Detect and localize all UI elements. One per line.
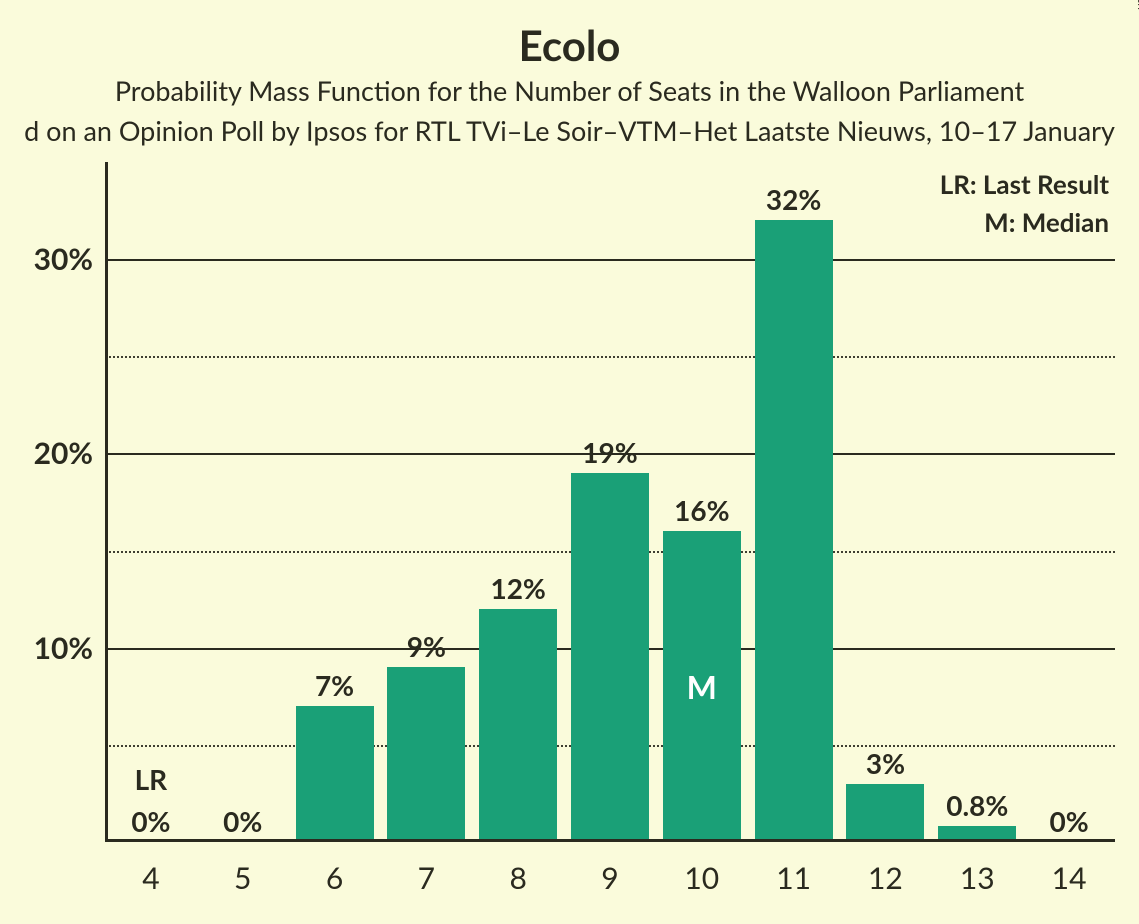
y-axis: [105, 162, 108, 842]
bar-value-label: 0%: [197, 804, 289, 838]
y-tick-label: 20%: [0, 435, 93, 471]
bar-value-label: 32%: [748, 182, 840, 216]
y-tick-label: 30%: [0, 241, 93, 277]
bar: [755, 220, 833, 842]
bar: [296, 706, 374, 842]
bar: [387, 667, 465, 842]
x-tick-label: 7: [380, 860, 472, 896]
x-tick-label: 9: [564, 860, 656, 896]
median-marker: M: [663, 667, 741, 706]
x-tick-label: 6: [289, 860, 381, 896]
bar: [479, 609, 557, 842]
bar-value-label: 9%: [380, 629, 472, 663]
x-tick-label: 14: [1023, 860, 1115, 896]
x-axis: [105, 839, 1115, 842]
x-tick-label: 5: [197, 860, 289, 896]
chart-stage: © 2018 Filip van Laenen Ecolo Probabilit…: [0, 0, 1139, 924]
bar-value-label: 0%: [105, 804, 197, 838]
x-tick-label: 10: [656, 860, 748, 896]
legend-lr: LR: Last Result: [940, 168, 1109, 200]
x-tick-label: 11: [748, 860, 840, 896]
bar-value-label: 19%: [564, 435, 656, 469]
gridline-major: [105, 259, 1115, 261]
bar: [846, 784, 924, 842]
bar-value-label: 16%: [656, 493, 748, 527]
gridline-minor: [105, 356, 1115, 358]
bar: [571, 473, 649, 842]
chart-title: Ecolo: [0, 20, 1139, 70]
y-tick-label: 10%: [0, 630, 93, 666]
bar-value-label: 0%: [1023, 804, 1115, 838]
bar-value-label: 12%: [472, 571, 564, 605]
bar-value-label: 7%: [289, 668, 381, 702]
chart-subtitle-2: d on an Opinion Poll by Ipsos for RTL TV…: [0, 114, 1139, 147]
x-tick-label: 4: [105, 860, 197, 896]
x-tick-label: 12: [840, 860, 932, 896]
x-tick-label: 8: [472, 860, 564, 896]
bar-value-label: 0.8%: [931, 788, 1023, 822]
x-tick-label: 13: [931, 860, 1023, 896]
legend-median: M: Median: [984, 206, 1109, 238]
chart-subtitle-1: Probability Mass Function for the Number…: [0, 74, 1139, 107]
bar-value-label: 3%: [840, 746, 932, 780]
last-result-marker: LR: [105, 762, 197, 796]
copyright-text: © 2018 Filip van Laenen: [1135, 0, 1139, 10]
plot-area: 10%20%30%0%4LR0%57%69%712%819%916%10M32%…: [105, 162, 1115, 842]
